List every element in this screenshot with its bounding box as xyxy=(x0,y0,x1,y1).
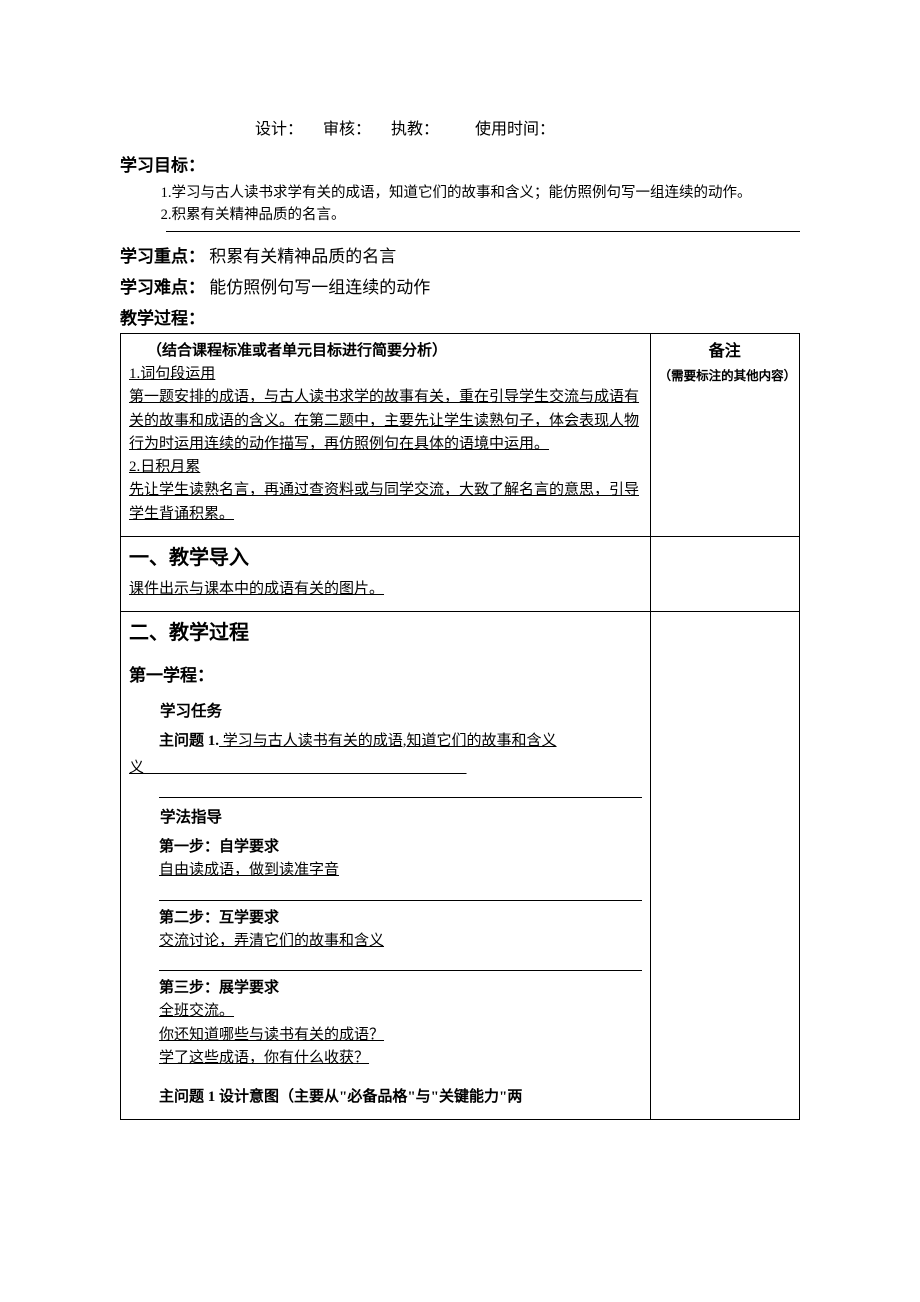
process-label: 教学过程： xyxy=(120,304,800,329)
teach-label: 执教： xyxy=(391,115,439,139)
divider xyxy=(166,231,800,232)
learning-focus: 学习重点： 积累有关精神品质的名言 xyxy=(120,242,800,267)
difficulty-label: 学习难点： xyxy=(120,278,205,297)
focus-text: 积累有关精神品质的名言 xyxy=(209,247,396,266)
table-row: 一、教学导入 课件出示与课本中的成语有关的图片。 xyxy=(121,536,800,611)
goal-1: 1.学习与古人读书求学有关的成语，知道它们的故事和含义；能仿照例句写一组连续的动… xyxy=(120,182,800,204)
time-label: 使用时间： xyxy=(475,115,555,139)
difficulty-text: 能仿照例句写一组连续的动作 xyxy=(209,278,430,297)
design-intent: 主问题 1 设计意图（主要从"必备品格"与"关键能力"两 xyxy=(159,1086,642,1109)
intro-cell: 一、教学导入 课件出示与课本中的成语有关的图片。 xyxy=(121,536,651,611)
analysis-p1: 1.词句段运用 xyxy=(129,363,642,386)
step2-body: 交流讨论，弄清它们的故事和含义 xyxy=(159,930,642,953)
table-row: （结合课程标准或者单元目标进行简要分析） 1.词句段运用 第一题安排的成语，与古… xyxy=(121,333,800,536)
learning-difficulty: 学习难点： 能仿照例句写一组连续的动作 xyxy=(120,273,800,298)
analysis-cell: （结合课程标准或者单元目标进行简要分析） 1.词句段运用 第一题安排的成语，与古… xyxy=(121,333,651,536)
learning-goals: 学习目标： 1.学习与古人读书求学有关的成语，知道它们的故事和含义；能仿照例句写… xyxy=(120,151,800,227)
q1-lead: 主问题 1. xyxy=(159,733,219,749)
notes-head: 备注 xyxy=(659,340,791,365)
step3-body-1: 全班交流。 xyxy=(159,1000,642,1023)
step3-heading: 第三步：展学要求 xyxy=(159,977,642,1000)
notes-sub: （需要标注的其他内容） xyxy=(659,367,791,386)
goals-label: 学习目标： xyxy=(120,156,205,175)
analysis-p4: 先让学生读熟名言，再通过查资料或与同学交流，大致了解名言的意思，引导学生背诵积累… xyxy=(129,479,642,526)
blank-line xyxy=(159,883,642,901)
analysis-title: （结合课程标准或者单元目标进行简要分析） xyxy=(129,340,642,363)
q1-text: 学习与古人读书有关的成语,知道它们的故事和含义 xyxy=(219,733,557,749)
notes-cell: 备注 （需要标注的其他内容） xyxy=(650,333,799,536)
design-label: 设计： xyxy=(255,115,303,139)
table-row: 二、教学过程 第一学程： 学习任务 主问题 1. 学习与古人读书有关的成语,知道… xyxy=(121,612,800,1120)
analysis-p3: 2.日积月累 xyxy=(129,456,642,479)
step3-body-3: 学了这些成语，你有什么收获？ xyxy=(159,1047,642,1070)
review-label: 审核： xyxy=(323,115,371,139)
q1-tail-line: 义 xyxy=(129,757,642,780)
process-title: 二、教学过程 xyxy=(129,618,642,649)
notes-cell-3 xyxy=(650,612,799,1120)
step2-heading: 第二步：互学要求 xyxy=(159,907,642,930)
blank-line xyxy=(159,780,642,798)
intro-title: 一、教学导入 xyxy=(129,543,642,574)
focus-label: 学习重点： xyxy=(120,247,205,266)
intro-body: 课件出示与课本中的成语有关的图片。 xyxy=(129,581,384,597)
stage-1: 第一学程： xyxy=(129,663,642,689)
method-heading: 学法指导 xyxy=(160,806,642,830)
analysis-p2: 第一题安排的成语，与古人读书求学的故事有关，重在引导学生交流与成语有关的故事和成… xyxy=(129,386,642,456)
notes-cell-2 xyxy=(650,536,799,611)
step1-heading: 第一步：自学要求 xyxy=(159,836,642,859)
process-cell: 二、教学过程 第一学程： 学习任务 主问题 1. 学习与古人读书有关的成语,知道… xyxy=(121,612,651,1120)
step1-body: 自由读成语，做到读准字音 xyxy=(159,859,642,882)
step3-body-2: 你还知道哪些与读书有关的成语？ xyxy=(159,1024,642,1047)
goal-2: 2.积累有关精神品质的名言。 xyxy=(120,204,800,226)
blank-line xyxy=(159,953,642,971)
lesson-table: （结合课程标准或者单元目标进行简要分析） 1.词句段运用 第一题安排的成语，与古… xyxy=(120,333,800,1120)
task-heading: 学习任务 xyxy=(160,700,642,724)
main-question-1: 主问题 1. 学习与古人读书有关的成语,知道它们的故事和含义 xyxy=(129,730,642,753)
doc-header: 设计： 审核： 执教： 使用时间： xyxy=(120,115,800,139)
